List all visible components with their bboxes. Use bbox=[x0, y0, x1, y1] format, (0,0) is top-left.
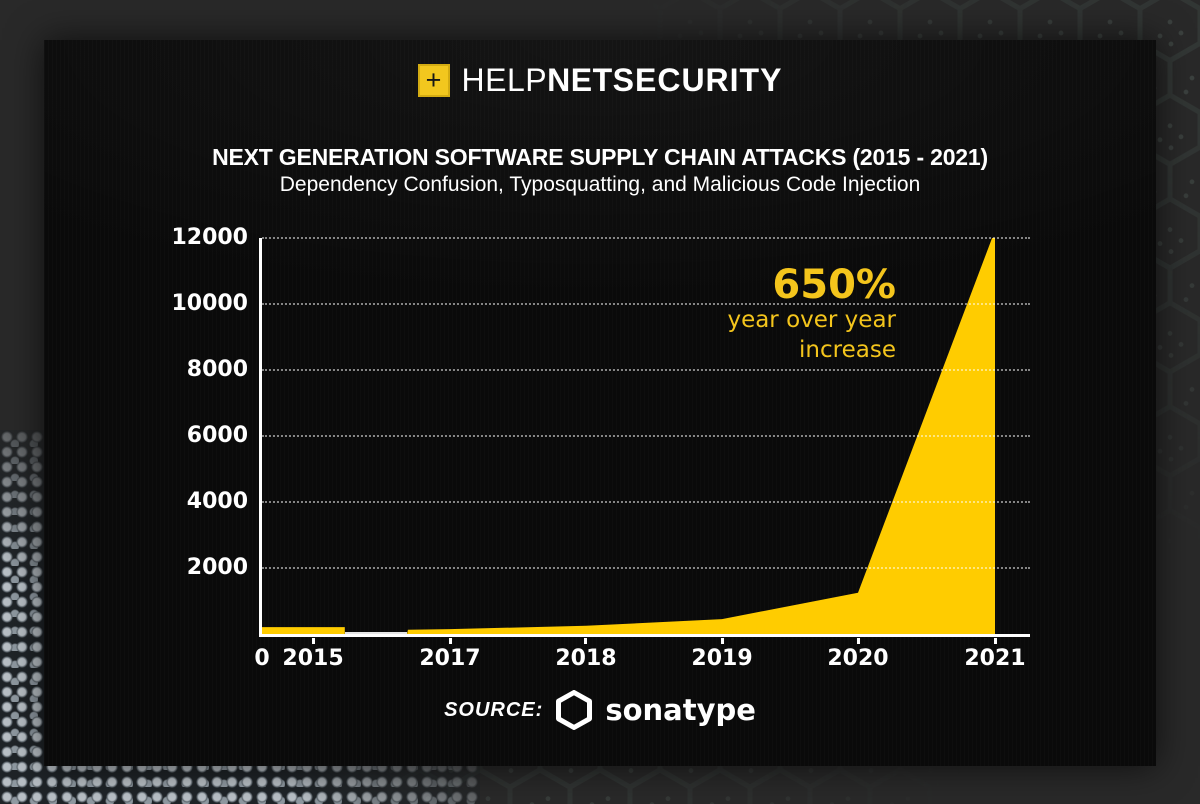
x-tick-label: 2017 bbox=[419, 646, 481, 671]
y-gridline bbox=[262, 303, 1030, 305]
wordmark-help: HELP bbox=[461, 62, 548, 98]
x-tick-mark bbox=[720, 638, 724, 644]
annotation-headline: 650% bbox=[772, 262, 896, 308]
chart-area: 650% year over year increase 2000 4000 600… bbox=[44, 40, 1156, 766]
wordmark-security: SECURITY bbox=[612, 62, 783, 98]
area-series bbox=[262, 238, 995, 634]
y-tick-label: 8000 bbox=[186, 357, 248, 382]
y-gridline bbox=[262, 567, 1030, 569]
y-axis-line bbox=[259, 238, 262, 637]
x-tick-label: 2015 bbox=[282, 646, 344, 671]
annotation-line1: year over year bbox=[727, 307, 896, 333]
annotation-line2: increase bbox=[799, 336, 896, 363]
y-gridline bbox=[262, 369, 1030, 371]
helpnetsecurity-logo: + HELPNETSECURITY bbox=[44, 62, 1156, 99]
source-row: SOURCE: sonatype bbox=[44, 690, 1156, 730]
x-axis-line bbox=[259, 634, 1030, 637]
plus-icon: + bbox=[417, 64, 450, 97]
chart-title: NEXT GENERATION SOFTWARE SUPPLY CHAIN AT… bbox=[212, 144, 988, 170]
source-name: sonatype bbox=[605, 693, 756, 727]
y-gridline bbox=[262, 501, 1030, 503]
y-tick-label: 2000 bbox=[186, 555, 248, 580]
x-tick-label: 2021 bbox=[964, 646, 1026, 671]
annotation-650pct: 650% year over year increase bbox=[727, 264, 896, 366]
y-gridline bbox=[262, 435, 1030, 437]
source-label: SOURCE: bbox=[444, 698, 544, 721]
x-tick-mark bbox=[993, 638, 997, 644]
helpnetsecurity-wordmark: HELPNETSECURITY bbox=[462, 62, 783, 99]
x-tick-mark bbox=[448, 638, 452, 644]
area-polygon bbox=[262, 238, 995, 634]
chart-subtitle: Dependency Confusion, Typosquatting, and… bbox=[279, 173, 921, 196]
zero-gap-line bbox=[344, 632, 408, 634]
y-gridline bbox=[262, 237, 1030, 239]
y-tick-label: 4000 bbox=[186, 489, 248, 514]
x-tick-mark bbox=[311, 638, 315, 644]
x-tick-label: 2020 bbox=[827, 646, 889, 671]
x-tick-label: 2018 bbox=[555, 646, 617, 671]
x-tick-label: 2019 bbox=[691, 646, 753, 671]
sonatype-logo-icon bbox=[556, 690, 593, 730]
wordmark-net: NET bbox=[547, 62, 613, 98]
y-tick-label: 10000 bbox=[171, 291, 248, 316]
x-tick-mark bbox=[856, 638, 860, 644]
y-tick-label: 6000 bbox=[186, 423, 248, 448]
y-tick-label: 12000 bbox=[171, 225, 248, 250]
x-tick-mark bbox=[584, 638, 588, 644]
card: + HELPNETSECURITY NEXT GENERATION SOFTWA… bbox=[44, 40, 1156, 766]
x-tick-label: 0 bbox=[254, 646, 270, 671]
